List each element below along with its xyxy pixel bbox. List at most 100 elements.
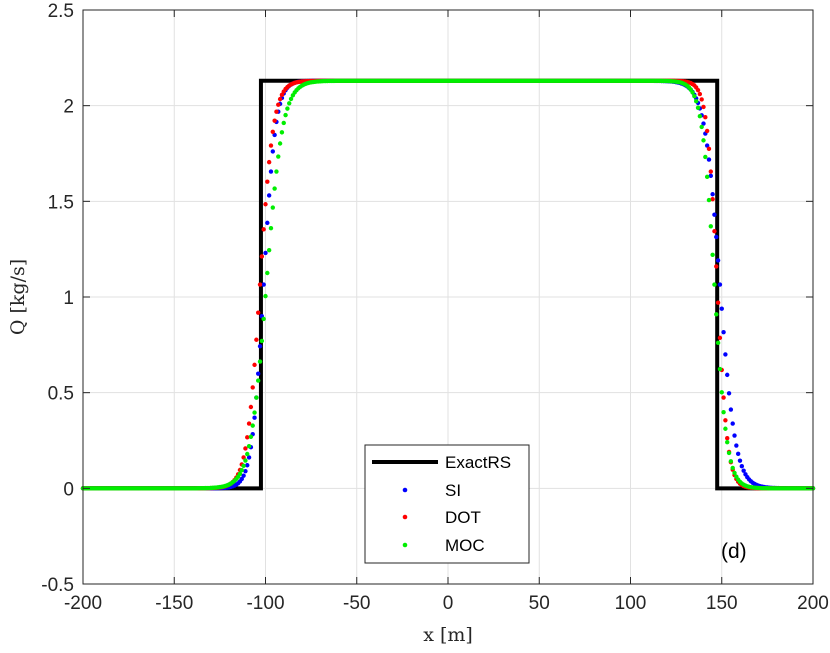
legend-swatch-dot	[402, 514, 408, 520]
x-tick-label: 200	[797, 593, 829, 614]
x-tick-label: -150	[155, 593, 193, 614]
data-point	[694, 99, 699, 104]
data-point	[265, 220, 270, 226]
data-point	[710, 196, 715, 202]
legend-box	[364, 444, 530, 564]
data-point	[725, 436, 730, 441]
data-point	[276, 102, 281, 107]
data-point	[270, 205, 275, 210]
legend-label-si: SI	[445, 481, 461, 500]
data-point	[272, 132, 277, 138]
data-point	[272, 186, 277, 191]
data-point	[272, 118, 277, 123]
data-point	[261, 316, 266, 322]
data-point	[279, 92, 285, 98]
data-point	[266, 247, 272, 253]
data-point	[268, 225, 274, 231]
data-point	[261, 227, 266, 232]
data-point	[708, 169, 713, 174]
data-point	[723, 418, 728, 423]
data-point	[704, 128, 710, 134]
data-point	[287, 101, 292, 106]
data-point	[701, 104, 706, 110]
data-point	[245, 451, 250, 457]
data-point	[266, 159, 272, 165]
data-point	[243, 468, 248, 474]
data-point	[261, 282, 266, 287]
y-tick-label: 0	[63, 479, 74, 500]
data-point	[283, 112, 288, 118]
data-point	[265, 270, 270, 276]
data-point	[721, 409, 726, 415]
data-point	[257, 282, 263, 287]
data-point	[259, 338, 265, 344]
data-point	[250, 423, 255, 428]
x-tick-label: -50	[343, 593, 370, 614]
data-point	[270, 149, 275, 154]
data-point	[268, 169, 274, 174]
data-point	[697, 91, 703, 97]
data-point	[712, 282, 717, 287]
data-point	[246, 421, 252, 426]
panel-annotation: (d)	[721, 540, 747, 563]
data-point	[256, 378, 261, 383]
data-point	[708, 173, 713, 179]
data-point	[252, 410, 257, 415]
data-point	[721, 329, 726, 335]
dot-series	[80, 78, 816, 491]
data-point	[695, 105, 701, 110]
data-point	[717, 282, 723, 287]
data-point	[726, 450, 732, 456]
data-point	[730, 465, 735, 471]
data-point	[706, 157, 712, 162]
data-point	[715, 300, 721, 305]
y-tick-label: 1.5	[48, 192, 74, 213]
data-point	[699, 124, 704, 130]
data-point	[701, 121, 706, 126]
data-point	[690, 90, 695, 95]
data-point	[254, 337, 259, 342]
data-point	[714, 264, 719, 269]
x-tick-label: 100	[615, 593, 647, 614]
data-point	[276, 154, 281, 159]
data-point	[246, 455, 252, 460]
data-point	[703, 115, 708, 120]
y-tick-label: -0.5	[41, 575, 74, 596]
data-point	[706, 146, 712, 152]
data-point	[266, 193, 272, 198]
data-point	[699, 97, 704, 102]
data-point	[704, 143, 710, 148]
data-point	[277, 141, 283, 146]
data-point	[710, 252, 715, 258]
data-point	[712, 229, 717, 234]
ticks	[82, 9, 814, 585]
x-tick-label: 150	[706, 593, 738, 614]
data-point	[252, 415, 257, 420]
data-point	[735, 451, 741, 457]
data-point	[274, 169, 279, 174]
data-point	[706, 197, 712, 203]
data-point	[270, 129, 275, 135]
data-point	[243, 458, 248, 463]
legend-swatch-moc	[402, 542, 408, 548]
data-point	[719, 390, 724, 395]
data-point	[257, 359, 263, 364]
data-point	[739, 463, 745, 469]
x-tick-label: 0	[443, 593, 454, 614]
data-point	[265, 179, 270, 184]
data-point	[256, 371, 261, 376]
data-point	[279, 130, 285, 135]
data-point	[274, 109, 279, 114]
data-point	[263, 250, 268, 256]
data-point	[237, 471, 243, 476]
data-point	[243, 446, 248, 451]
data-point	[288, 96, 294, 102]
series-moc-dots	[80, 78, 816, 491]
data-point	[704, 174, 710, 180]
data-point	[245, 435, 250, 440]
data-point	[277, 96, 283, 102]
data-point	[723, 352, 728, 357]
data-point	[717, 366, 723, 372]
data-point	[256, 310, 261, 315]
